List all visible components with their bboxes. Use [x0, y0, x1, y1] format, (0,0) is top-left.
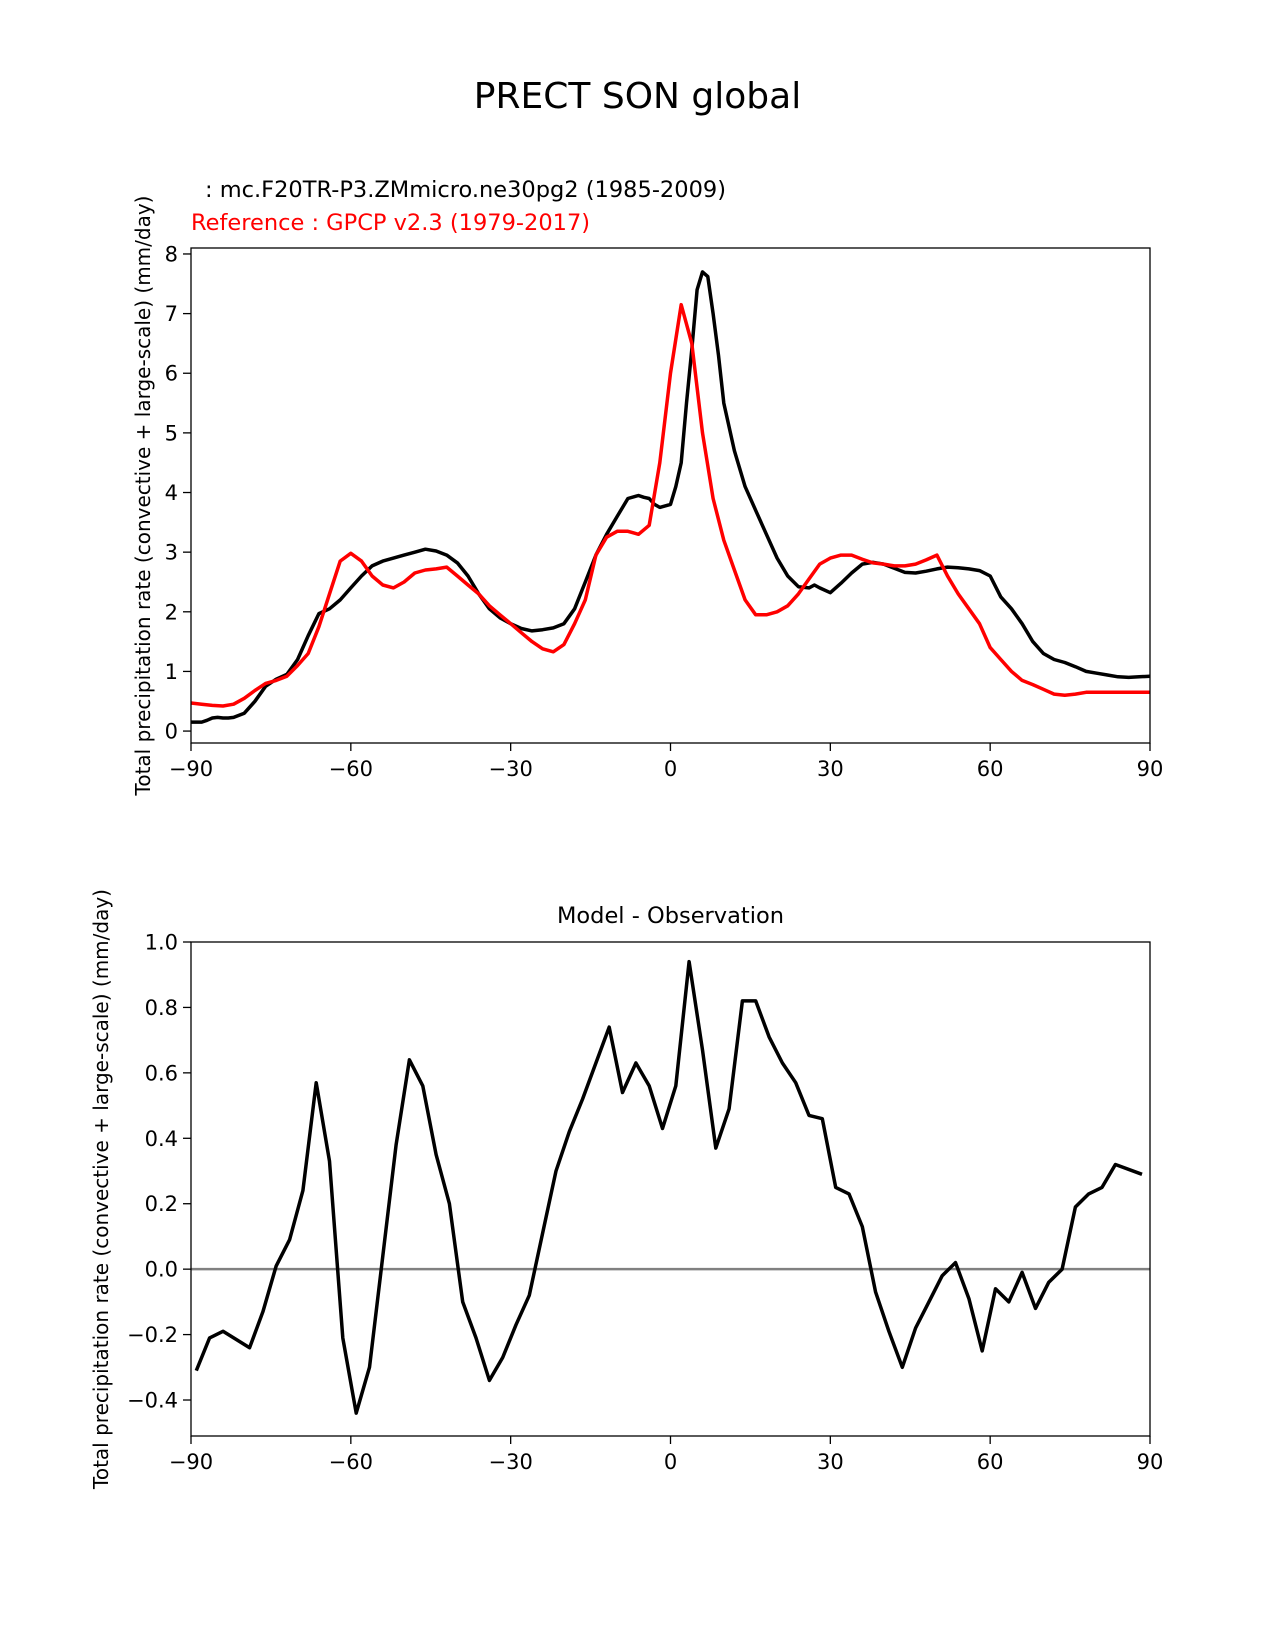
- reference-subtitle: Reference : GPCP v2.3 (1979-2017): [191, 210, 590, 236]
- y-tick-label: 6: [165, 362, 178, 386]
- series-line-reference: [190, 302, 1150, 708]
- y-tick-label: 0.6: [145, 1061, 178, 1085]
- x-tick-label: −30: [489, 1450, 533, 1474]
- x-tick-label: 30: [817, 757, 844, 781]
- y-tick-label: 8: [165, 242, 178, 266]
- model-subtitle: : mc.F20TR-P3.ZMmicro.ne30pg2 (1985-2009…: [205, 177, 726, 203]
- x-tick-label: 30: [817, 1450, 844, 1474]
- y-tick-label: 0.4: [145, 1127, 178, 1151]
- y-tick-label: 0.2: [145, 1192, 178, 1216]
- series-line-model: [194, 959, 1143, 1415]
- y-tick-label: −0.4: [127, 1389, 178, 1413]
- y-tick-label: 4: [165, 481, 178, 505]
- y-tick-label: −0.2: [127, 1323, 178, 1347]
- top-axes: −90 −60 −30 0 30 60 90 0 1 2 3 4 5 6 7 8 Total precipita…: [131, 196, 1163, 797]
- y-tick-label: 0: [165, 720, 178, 744]
- x-tick-label: −90: [169, 1450, 213, 1474]
- y-tick-label: 7: [165, 302, 178, 326]
- y-tick-label: 3: [165, 541, 178, 565]
- axes-frame: [190, 941, 1151, 1437]
- x-tick-label: 60: [977, 757, 1004, 781]
- y-tick-label: 0.0: [145, 1258, 178, 1282]
- series-line-model: [191, 270, 1151, 724]
- x-tick-label: −30: [489, 757, 533, 781]
- diff-title: Model - Observation: [557, 903, 784, 929]
- x-tick-label: 60: [977, 1450, 1004, 1474]
- x-tick-label: −60: [329, 1450, 373, 1474]
- axes-frame: [190, 247, 1151, 744]
- bottom-axes: −90 −60 −30 0 30 60 90 −0.4 −0.2 0.0 0.2 0.4 0.6 0.8 1…: [89, 889, 1163, 1490]
- x-tick-label: 0: [664, 1450, 677, 1474]
- x-tick-label: 90: [1137, 1450, 1164, 1474]
- y-axis-label: Total precipitation rate (convective + l…: [131, 196, 155, 797]
- x-tick-label: 90: [1137, 757, 1164, 781]
- y-tick-label: 0.8: [145, 996, 178, 1020]
- figure-title: PRECT SON global: [474, 76, 801, 117]
- x-tick-label: −90: [169, 757, 213, 781]
- x-tick-label: 0: [664, 757, 677, 781]
- y-tick-label: 1.0: [145, 931, 178, 955]
- y-tick-label: 5: [165, 421, 178, 445]
- y-axis-label: Total precipitation rate (convective + l…: [89, 889, 113, 1490]
- y-tick-label: 1: [165, 660, 178, 684]
- y-tick-label: 2: [165, 600, 178, 624]
- x-tick-label: −60: [329, 757, 373, 781]
